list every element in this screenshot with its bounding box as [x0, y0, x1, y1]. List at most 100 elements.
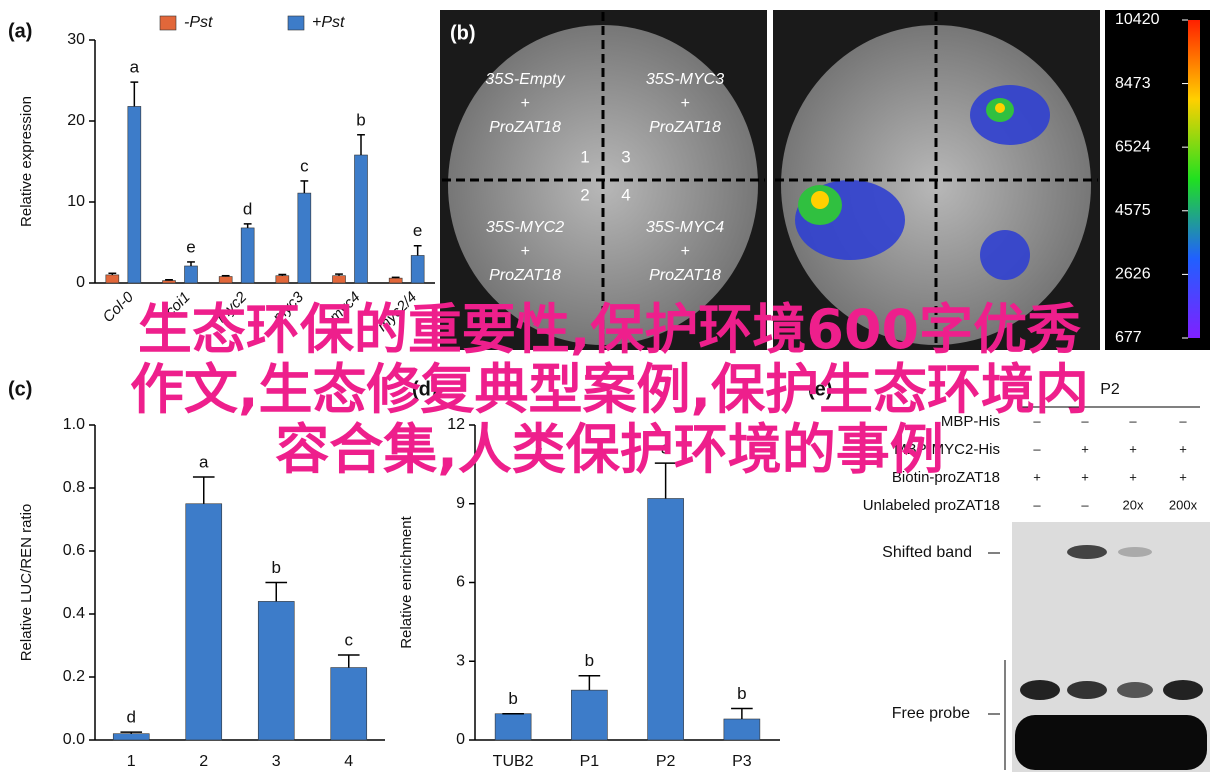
- colorbar: [1188, 20, 1200, 338]
- construct-label: ProZAT18: [489, 267, 561, 284]
- bar: [723, 718, 761, 741]
- error-bar: [265, 581, 288, 602]
- significance-letter: a: [661, 439, 671, 458]
- construct-label: 35S-MYC3: [646, 71, 724, 88]
- bar: [330, 667, 368, 741]
- luminescence-signal: [795, 85, 1050, 280]
- overlay-line: 生态环保的重要性,保护环境600字优秀: [137, 298, 1082, 361]
- bar: [410, 255, 425, 284]
- bar: [647, 498, 684, 741]
- y-axis-label: Relative LUC/REN ratio: [18, 504, 35, 662]
- row-label: MBP-His: [941, 413, 1000, 430]
- y-tick-label: 0.0: [63, 731, 85, 748]
- significance-letter: c: [345, 630, 354, 649]
- bar: [184, 265, 198, 284]
- legend-label: +Pst: [312, 14, 345, 31]
- band-label: Shifted band: [882, 544, 972, 561]
- error-bar: [413, 244, 422, 256]
- error-bar: [578, 674, 601, 691]
- error-bar: [192, 476, 215, 504]
- panel-label: (d): [412, 378, 438, 400]
- lane-cell: +: [1179, 469, 1187, 484]
- row-label: Unlabeled proZAT18: [863, 497, 1000, 514]
- legend-swatch: [159, 15, 177, 31]
- lane-cell: +: [1033, 469, 1041, 484]
- bar: [162, 280, 176, 284]
- construct-label: +: [680, 95, 689, 112]
- significance-letter: d: [243, 199, 252, 218]
- significance-letter: a: [130, 58, 140, 77]
- lane-cell: +: [1081, 469, 1089, 484]
- lane-cell: 200x: [1169, 497, 1198, 512]
- error-bar: [120, 731, 143, 734]
- colorbar-tick-label: 10420: [1115, 11, 1160, 28]
- colorbar-tick-label: 2626: [1115, 266, 1151, 283]
- overlay-text: 生态环保的重要性,保护环境600字优秀 作文,生态修复典型案例,保护生态环境内 容合…: [0, 300, 1219, 480]
- error-bar: [187, 261, 195, 266]
- construct-label: 35S-MYC4: [646, 219, 724, 236]
- lane-cell: –: [1179, 413, 1187, 428]
- significance-letter: d: [127, 708, 136, 727]
- y-tick-label: 10: [67, 193, 85, 210]
- y-tick-label: 3: [456, 652, 465, 669]
- panel-label: (a): [8, 20, 32, 42]
- lane-cell: –: [1081, 413, 1089, 428]
- y-axis-label: Relative enrichment: [398, 515, 415, 648]
- construct-label: ProZAT18: [649, 267, 721, 284]
- lane-cell: +: [1081, 441, 1089, 456]
- lane-cell: +: [1179, 441, 1187, 456]
- error-bar: [335, 273, 343, 276]
- x-tick-label: P2: [656, 753, 676, 770]
- bar: [354, 154, 368, 284]
- construct-label: +: [520, 243, 529, 260]
- construct-label: +: [520, 95, 529, 112]
- error-bar: [221, 274, 230, 277]
- header-label: P2: [1100, 381, 1120, 398]
- lane-cell: –: [1033, 441, 1041, 456]
- error-bar: [165, 279, 173, 281]
- significance-letter: a: [199, 452, 209, 471]
- gel-bands: [1015, 545, 1207, 770]
- overlay-line: 作文,生态修复典型案例,保护生态环境内: [129, 358, 1090, 421]
- x-tick-label: P1: [580, 753, 600, 770]
- bar: [127, 106, 142, 284]
- x-tick-label: P3: [732, 753, 752, 770]
- y-tick-label: 1.0: [63, 416, 85, 433]
- bar: [571, 689, 608, 741]
- overlay-line: 容合集,人类保护环境的事例: [275, 418, 944, 481]
- y-axis-label: Relative expression: [18, 96, 35, 227]
- significance-letter: e: [186, 237, 195, 256]
- error-bar: [391, 276, 400, 279]
- bar: [297, 192, 312, 284]
- x-tick-label: 2: [199, 753, 208, 770]
- colorbar-tick-label: 4575: [1115, 202, 1151, 219]
- bar: [257, 601, 295, 741]
- lane-cell: –: [1033, 497, 1041, 512]
- construct-label: +: [680, 243, 689, 260]
- bar: [218, 276, 233, 284]
- colorbar-tick-label: 8473: [1115, 75, 1151, 92]
- significance-letter: b: [356, 110, 365, 129]
- bar: [332, 275, 346, 284]
- x-tick-label: 4: [344, 753, 353, 770]
- colorbar-tick-label: 6524: [1115, 138, 1151, 155]
- significance-letter: b: [272, 558, 281, 577]
- construct-label: 35S-Empty: [485, 71, 565, 88]
- y-tick-label: 0: [456, 731, 465, 748]
- error-bar: [278, 273, 287, 276]
- bar: [105, 274, 120, 284]
- bar: [185, 503, 223, 741]
- row-label: Biotin-proZAT18: [892, 469, 1000, 486]
- error-bar: [300, 180, 309, 194]
- panel-label: (e): [808, 378, 832, 400]
- error-bar: [130, 81, 139, 107]
- y-tick-label: 20: [67, 112, 85, 129]
- legend-swatch: [287, 15, 305, 31]
- construct-label: 35S-MYC2: [486, 219, 564, 236]
- quadrant-number: 3: [621, 147, 630, 166]
- significance-letter: c: [300, 156, 309, 175]
- panel-label: (b): [450, 22, 476, 44]
- error-bar: [357, 134, 365, 156]
- error-bar: [108, 272, 117, 275]
